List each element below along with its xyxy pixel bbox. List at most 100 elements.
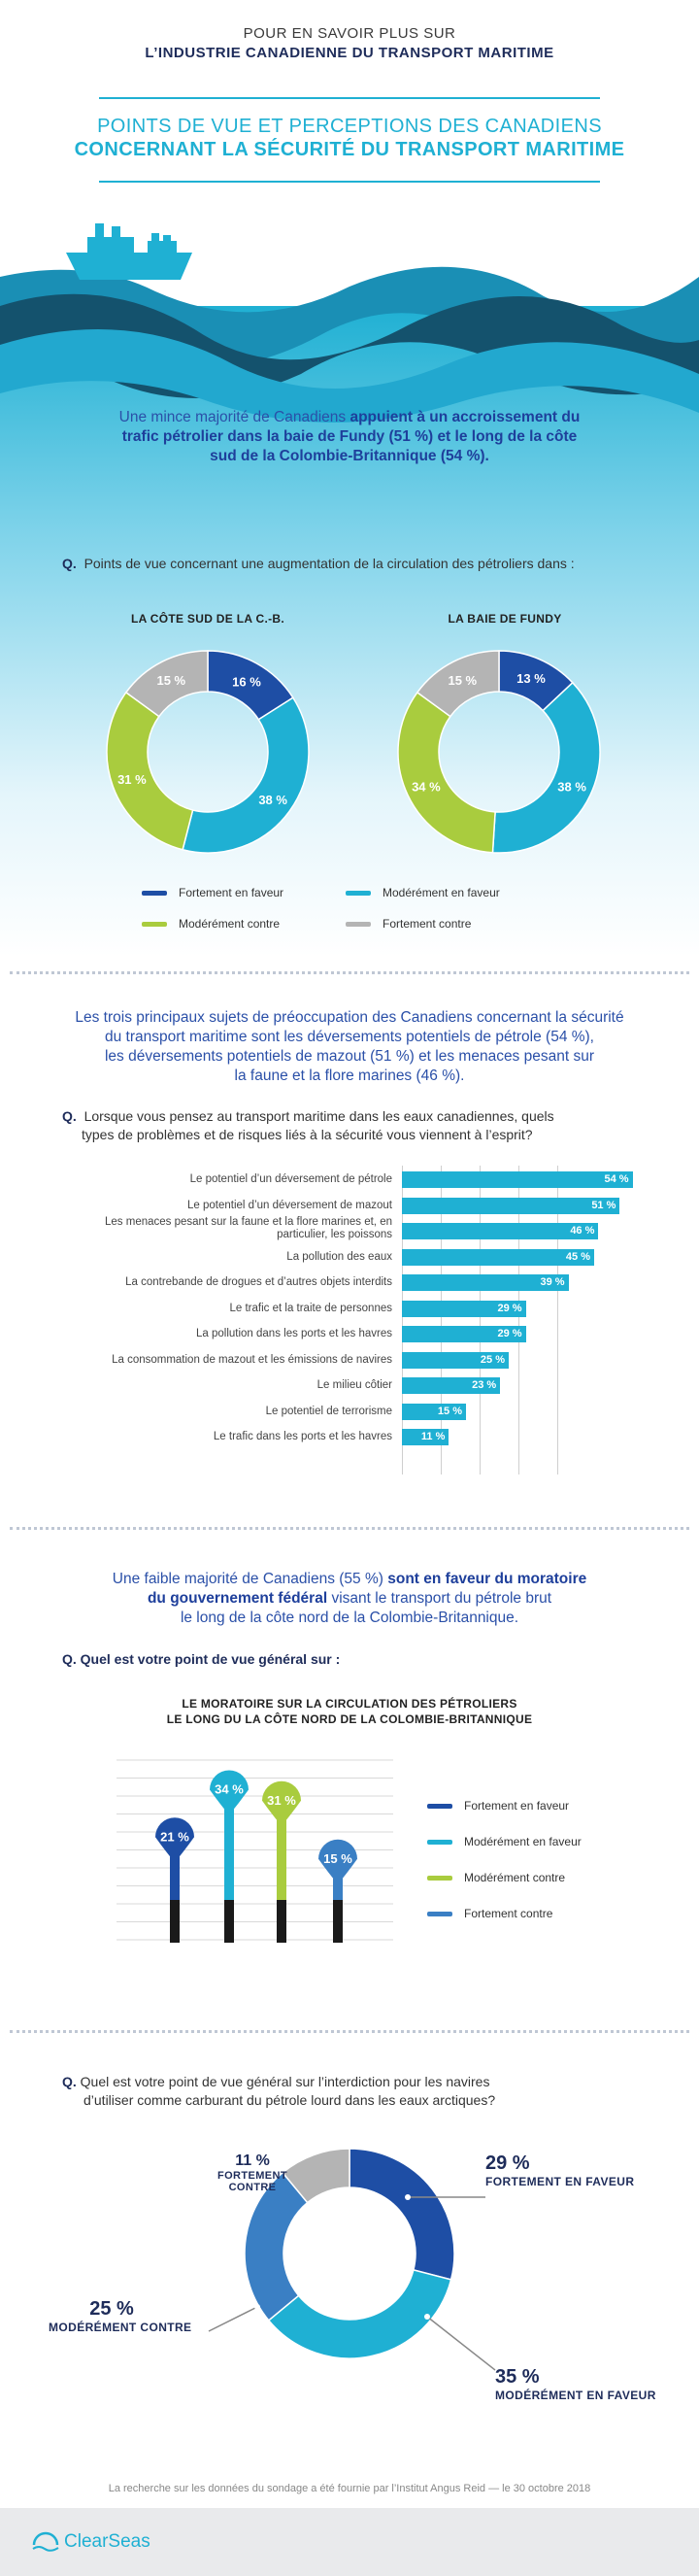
bar-category-label: Le trafic dans les ports et les havres (213, 1431, 392, 1442)
bar-category-label: La consommation de mazout et les émissio… (112, 1353, 392, 1366)
title-line2: CONCERNANT LA SÉCURITÉ DU TRANSPORT MARI… (74, 139, 625, 160)
bar-value: 54 % (402, 1171, 633, 1188)
footer-source: La recherche sur les données du sondage … (108, 2483, 591, 2494)
pin-bubble (262, 1780, 301, 1826)
title-line1: POINTS DE VUE ET PERCEPTIONS DES CANADIE… (97, 116, 602, 137)
donut-slice (124, 650, 209, 718)
donut-slice-label: 34 % (412, 779, 441, 794)
bar-value: 11 % (402, 1429, 449, 1445)
pin-stem-base (170, 1900, 180, 1943)
section2-intro: Les trois principaux sujets de préoccupa… (75, 1009, 624, 1084)
section3-question: Q. Quel est votre point de vue général s… (62, 1651, 341, 1667)
pin-stem-base (277, 1900, 286, 1943)
legend-item: Fortement en faveur (142, 886, 355, 899)
section3-intro: Une faible majorité de Canadiens (55 %) … (112, 1571, 587, 1626)
pin-stem-base (224, 1900, 234, 1943)
clearseas-logo-text: ClearSeas (64, 2531, 150, 2552)
label-moderately-against: 25 % MODÉRÉMENT CONTRE (49, 2298, 192, 2334)
donut-slice (182, 696, 310, 854)
legend-item: Modérément contre (427, 1871, 565, 1884)
section1-question: Q. Points de vue concernant une augmenta… (62, 556, 575, 571)
header-line2: L’INDUSTRIE CANADIENNE DU TRANSPORT MARI… (145, 45, 554, 61)
divider (10, 2030, 689, 2033)
bar-value: 23 % (402, 1377, 501, 1394)
donut-slice-label: 16 % (232, 674, 261, 689)
label-moderately-favor: 35 % MODÉRÉMENT EN FAVEUR (495, 2366, 656, 2402)
legend-item: Fortement contre (427, 1907, 552, 1920)
legend-swatch (346, 890, 371, 896)
bar-value: 51 % (402, 1197, 620, 1214)
bar-category-label: Le potentiel d’un déversement de mazout (187, 1199, 392, 1211)
legend-swatch (427, 1803, 452, 1809)
pin-bubble (210, 1770, 249, 1815)
donut-slice (282, 2148, 350, 2204)
legend-swatch (427, 1911, 452, 1916)
chart-title-bc: LA CÔTE SUD DE LA C.-B. (130, 612, 284, 626)
pin-bubble (318, 1839, 357, 1884)
legend-item: Fortement contre (346, 917, 579, 931)
bar-value: 25 % (402, 1351, 509, 1369)
title-rule-top (99, 97, 600, 99)
bar-category-label: La pollution des eaux (286, 1250, 392, 1263)
bar-value: 29 % (402, 1300, 526, 1317)
bar-category-label: Le potentiel d’un déversement de pétrole (189, 1173, 392, 1185)
pin-stem (333, 1878, 343, 1900)
bar-value: 29 % (402, 1326, 526, 1342)
donut-chart-bc: 16 % 38 % 31 % 15 % (106, 650, 310, 854)
pin-value-label: 21 % (160, 1829, 189, 1844)
donut-slice-label: 15 % (448, 673, 477, 688)
legend-item: Modérément contre (142, 917, 355, 931)
bar-category-label: La pollution dans les ports et les havre… (195, 1328, 392, 1339)
legend-swatch (427, 1839, 452, 1845)
footer-bar: ClearSeas (0, 2508, 699, 2576)
callout-lines (208, 2194, 496, 2371)
bar-gridlines (402, 1166, 558, 1474)
title-rule-bottom (99, 181, 600, 183)
bar-category-label: Le trafic et la traite de personnes (229, 1302, 393, 1314)
donut-slice-label: 38 % (258, 793, 287, 807)
wave-banner (0, 223, 699, 957)
pin-value-label: 34 % (215, 1782, 244, 1797)
donut-slice (106, 691, 194, 851)
bar-category-label: Les menaces pesant sur la faune et la fl… (105, 1216, 392, 1240)
bar-value: 46 % (402, 1223, 599, 1239)
bar-value: 39 % (402, 1274, 569, 1291)
legend-item: Modérément en faveur (346, 886, 579, 899)
donut-slice-label: 31 % (117, 772, 147, 787)
donut-slice-label: 38 % (557, 779, 586, 794)
pin-value-label: 31 % (267, 1793, 296, 1808)
bar-value: 15 % (402, 1403, 466, 1420)
pin-value-label: 15 % (323, 1851, 352, 1866)
bar-category-label: Le potentiel de terrorisme (265, 1405, 392, 1417)
clearseas-logo-icon (32, 2531, 59, 2552)
moratorium-chart-title: LE MORATOIRE SUR LA CIRCULATION DES PÉTR… (166, 1697, 533, 1726)
donut-slice (397, 691, 496, 854)
legend-item: Fortement en faveur (427, 1799, 569, 1813)
legend-item: Modérément en faveur (427, 1835, 582, 1848)
bar-category-label: La contrebande de drogues et d’autres ob… (125, 1276, 392, 1288)
section4-question: Q. Quel est votre point de vue général s… (62, 2074, 496, 2108)
legend-swatch (346, 921, 371, 927)
donut-slice (416, 650, 500, 718)
ship-icon (66, 223, 192, 280)
legend-swatch (142, 921, 167, 927)
bar-value: 45 % (402, 1248, 594, 1266)
divider (10, 1527, 689, 1530)
moratorium-pin-chart: 21 % 34 % 31 % 15 % (116, 1759, 393, 1943)
divider (10, 971, 689, 974)
header-line1: POUR EN SAVOIR PLUS SUR (243, 25, 456, 42)
pin-stem (224, 1809, 234, 1900)
wave-front (0, 329, 699, 423)
donut-chart-fundy: 13 % 38 % 34 % 15 % (397, 650, 601, 854)
section1-intro: Une mince majorité de Canadiens appuient… (118, 409, 581, 464)
concerns-bar-chart: Le potentiel d’un déversement de pétrole… (78, 1166, 633, 1476)
donut-slice (267, 2268, 452, 2359)
donut-slice-label: 15 % (156, 673, 185, 688)
chart-title-fundy: LA BAIE DE FUNDY (448, 612, 562, 626)
arctic-donut-chart (244, 2148, 455, 2359)
donut-slice-label: 13 % (516, 671, 546, 686)
legend-swatch (142, 890, 167, 896)
pin-bubble (155, 1817, 194, 1863)
label-strongly-favor: 29 % FORTEMENT EN FAVEUR (485, 2152, 635, 2188)
legend-swatch (427, 1875, 452, 1881)
